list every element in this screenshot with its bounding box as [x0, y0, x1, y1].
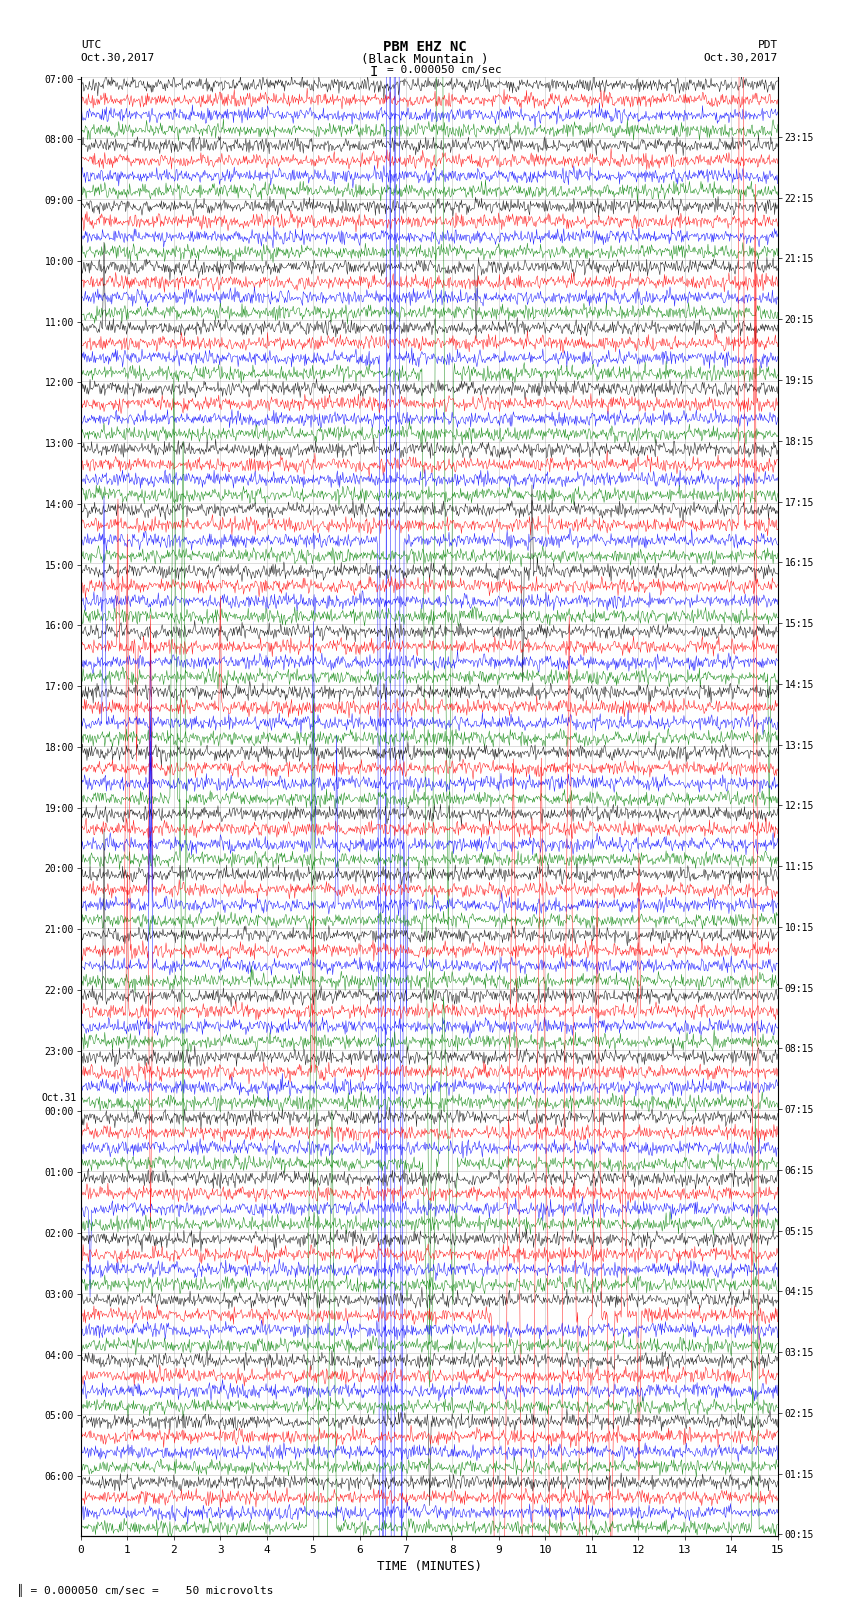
Text: Oct.30,2017: Oct.30,2017 — [81, 53, 155, 63]
Text: ║ = 0.000050 cm/sec =    50 microvolts: ║ = 0.000050 cm/sec = 50 microvolts — [17, 1584, 274, 1597]
Text: Oct.31: Oct.31 — [42, 1094, 76, 1103]
Text: (Black Mountain ): (Black Mountain ) — [361, 53, 489, 66]
Text: PBM EHZ NC: PBM EHZ NC — [383, 40, 467, 55]
Text: UTC: UTC — [81, 40, 101, 50]
Text: Oct.30,2017: Oct.30,2017 — [704, 53, 778, 63]
Text: I: I — [370, 65, 378, 79]
Text: PDT: PDT — [757, 40, 778, 50]
X-axis label: TIME (MINUTES): TIME (MINUTES) — [377, 1560, 482, 1573]
Text: = 0.000050 cm/sec: = 0.000050 cm/sec — [387, 65, 501, 74]
